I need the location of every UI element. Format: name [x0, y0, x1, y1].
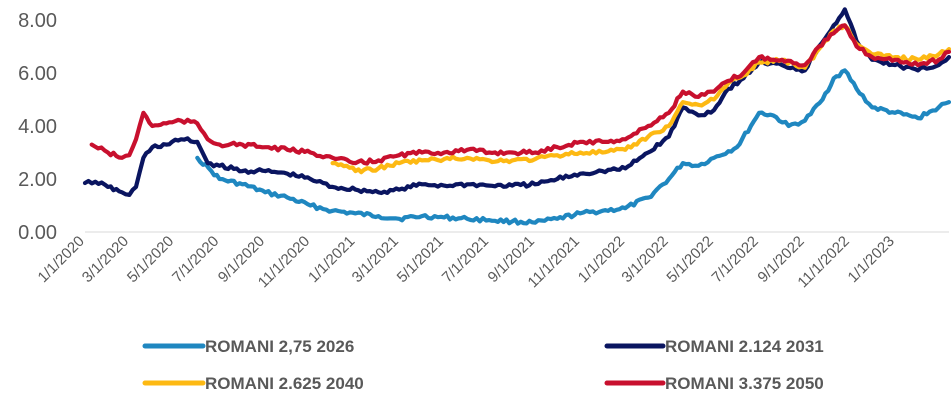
x-axis: 1/1/20203/1/20205/1/20207/1/20209/1/2020… — [35, 233, 898, 291]
x-tick-label: 7/1/2020 — [169, 233, 222, 286]
x-tick-label: 1/1/2021 — [305, 233, 358, 286]
x-tick-label: 5/1/2021 — [394, 233, 447, 286]
y-axis: 0.00 2.00 4.00 6.00 8.00 — [18, 10, 57, 244]
y-tick-label: 6.00 — [18, 63, 57, 85]
series-layer — [82, 7, 951, 226]
legend-label: ROMANI 2.124 2031 — [665, 337, 824, 356]
y-tick-label: 2.00 — [18, 169, 57, 191]
legend-label: ROMANI 3.375 2050 — [665, 374, 824, 393]
x-tick-label: 5/1/2022 — [663, 233, 716, 286]
x-tick-label: 1/1/2023 — [845, 233, 898, 286]
x-tick-label: 3/1/2020 — [79, 233, 132, 286]
legend-label: ROMANI 2.625 2040 — [205, 374, 364, 393]
x-tick-label: 3/1/2022 — [618, 233, 671, 286]
y-tick-label: 4.00 — [18, 116, 57, 138]
x-tick-label: 1/1/2022 — [575, 233, 628, 286]
legend-label: ROMANI 2,75 2026 — [205, 337, 354, 356]
x-tick-label: 7/1/2022 — [709, 233, 762, 286]
y-tick-label: 0.00 — [18, 222, 57, 244]
series-line — [89, 23, 951, 166]
x-tick-label: 7/1/2021 — [439, 233, 492, 286]
y-tick-label: 8.00 — [18, 10, 57, 32]
series-line — [195, 68, 951, 226]
x-tick-label: 3/1/2021 — [349, 233, 402, 286]
x-tick-label: 5/1/2020 — [124, 233, 177, 286]
legend: ROMANI 2,75 2026 ROMANI 2.124 2031 ROMANI … — [142, 337, 824, 393]
